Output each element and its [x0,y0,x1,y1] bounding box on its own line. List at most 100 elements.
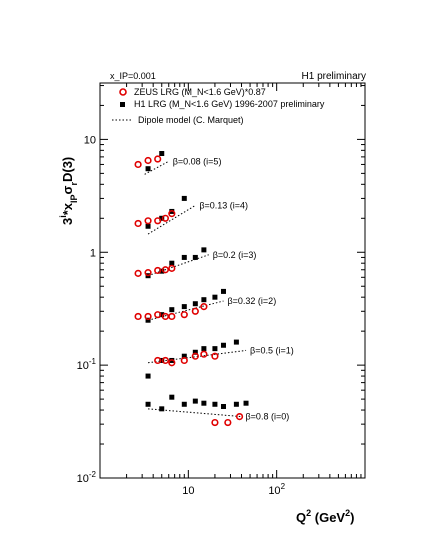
legend-label-zeus: ZEUS LRG (M_N<1.6 GeV)*0.87 [134,87,266,97]
h1-point [145,223,151,229]
x-axis-title: Q2 (GeV2) [296,508,354,525]
zeus-point [144,312,152,321]
zeus-point [211,352,219,360]
plot-frame [99,82,366,479]
h1-point [181,401,187,407]
zeus-point [200,350,208,358]
ticks [99,83,365,479]
zeus-point [180,356,188,365]
h1-point [212,401,218,407]
zeus-point [161,266,169,274]
zeus-point [154,356,162,365]
legend-marker-zeus [119,88,127,96]
zeus-point [200,303,208,311]
h1-point [159,150,165,156]
header-right: H1 preliminary [302,71,366,82]
h1-point [159,406,165,412]
zeus-point [154,155,162,163]
dipole-line [148,408,242,418]
h1-point [220,342,226,348]
h1-point [212,294,218,300]
h1-point [159,357,165,363]
y-axis-title: 3i*xIPσrD(3) [58,157,79,225]
zeus-point [168,312,176,321]
legend-marker-h1 [120,102,125,107]
h1-point [181,304,187,310]
h1-point [145,373,151,379]
h1-point [159,215,165,221]
zeus-point [168,359,176,367]
bin-label: β=0.32 (i=2) [227,296,276,306]
zeus-point [134,219,142,228]
zeus-points [134,155,244,427]
dipole-line [147,349,247,364]
h1-point [159,268,165,274]
h1-point [181,254,187,260]
h1-point [145,166,151,172]
zeus-point [191,307,199,315]
h1-point [243,400,249,406]
h1-point [145,317,151,323]
h1-point [192,398,198,404]
zeus-point [161,356,169,365]
zeus-point [134,160,142,169]
zeus-point [161,312,169,321]
legend-label-dipole: Dipole model (C. Marquet) [138,115,244,125]
zeus-point [180,311,188,319]
y-tick-label: 1 [90,247,96,259]
h1-point [192,349,198,355]
y-tick-label: 10-2 [77,470,97,485]
h1-point [181,195,187,201]
zeus-point [235,412,244,421]
h1-point [220,288,226,294]
header-left: x_IP=0.001 [110,71,156,81]
zeus-point [224,418,232,427]
dipole-lines [144,160,247,418]
dipole-line [147,300,224,321]
zeus-point [168,264,176,272]
svg-text:3i*xIPσrD(3): 3i*xIPσrD(3) [58,157,79,225]
y-tick-label: 10-1 [77,357,97,372]
legend-label-h1: H1 LRG (M_N<1.6 GeV) 1996-2007 prelimina… [134,99,325,109]
zeus-point [134,312,142,321]
h1-point [169,307,175,313]
zeus-point [154,311,162,319]
bin-label: β=0.2 (i=3) [213,250,257,260]
zeus-point [144,269,152,277]
x-tick-label: 102 [268,482,285,497]
h1-point [212,346,218,352]
h1-point [169,260,175,266]
h1-point [192,301,198,307]
h1-point [192,254,198,260]
h1-points [145,150,249,412]
h1-point [220,404,226,410]
dipole-line [144,160,169,175]
zeus-point [144,217,152,225]
h1-point [159,312,165,318]
dipole-line [147,254,209,277]
bin-label: β=0.13 (i=4) [199,200,248,210]
h1-point [181,353,187,359]
zeus-point [211,418,219,427]
zeus-point [161,214,169,222]
h1-point [233,401,239,407]
zeus-point [144,156,152,165]
tick-labels: 10 102 10-2 10-1 1 10 [77,134,286,497]
h1-point [201,297,207,303]
bin-label: β=0.08 (i=5) [173,156,222,166]
x-tick-label: 10 [182,485,194,497]
bin-label: β=0.5 (i=1) [250,345,294,355]
bin-labels: β=0.08 (i=5) β=0.13 (i=4) β=0.2 (i=3) β=0.3… [173,156,294,421]
zeus-point [154,217,162,225]
h1-point [233,339,239,345]
bin-label: β=0.8 (i=0) [246,412,290,422]
h1-point [201,247,207,253]
zeus-point [134,269,142,277]
h1-point [201,400,207,406]
h1-point [201,346,207,352]
zeus-point [191,352,199,360]
h1-point [145,401,151,407]
h1-point [169,394,175,400]
legend: ZEUS LRG (M_N<1.6 GeV)*0.87 H1 LRG (M_N<… [112,87,325,125]
